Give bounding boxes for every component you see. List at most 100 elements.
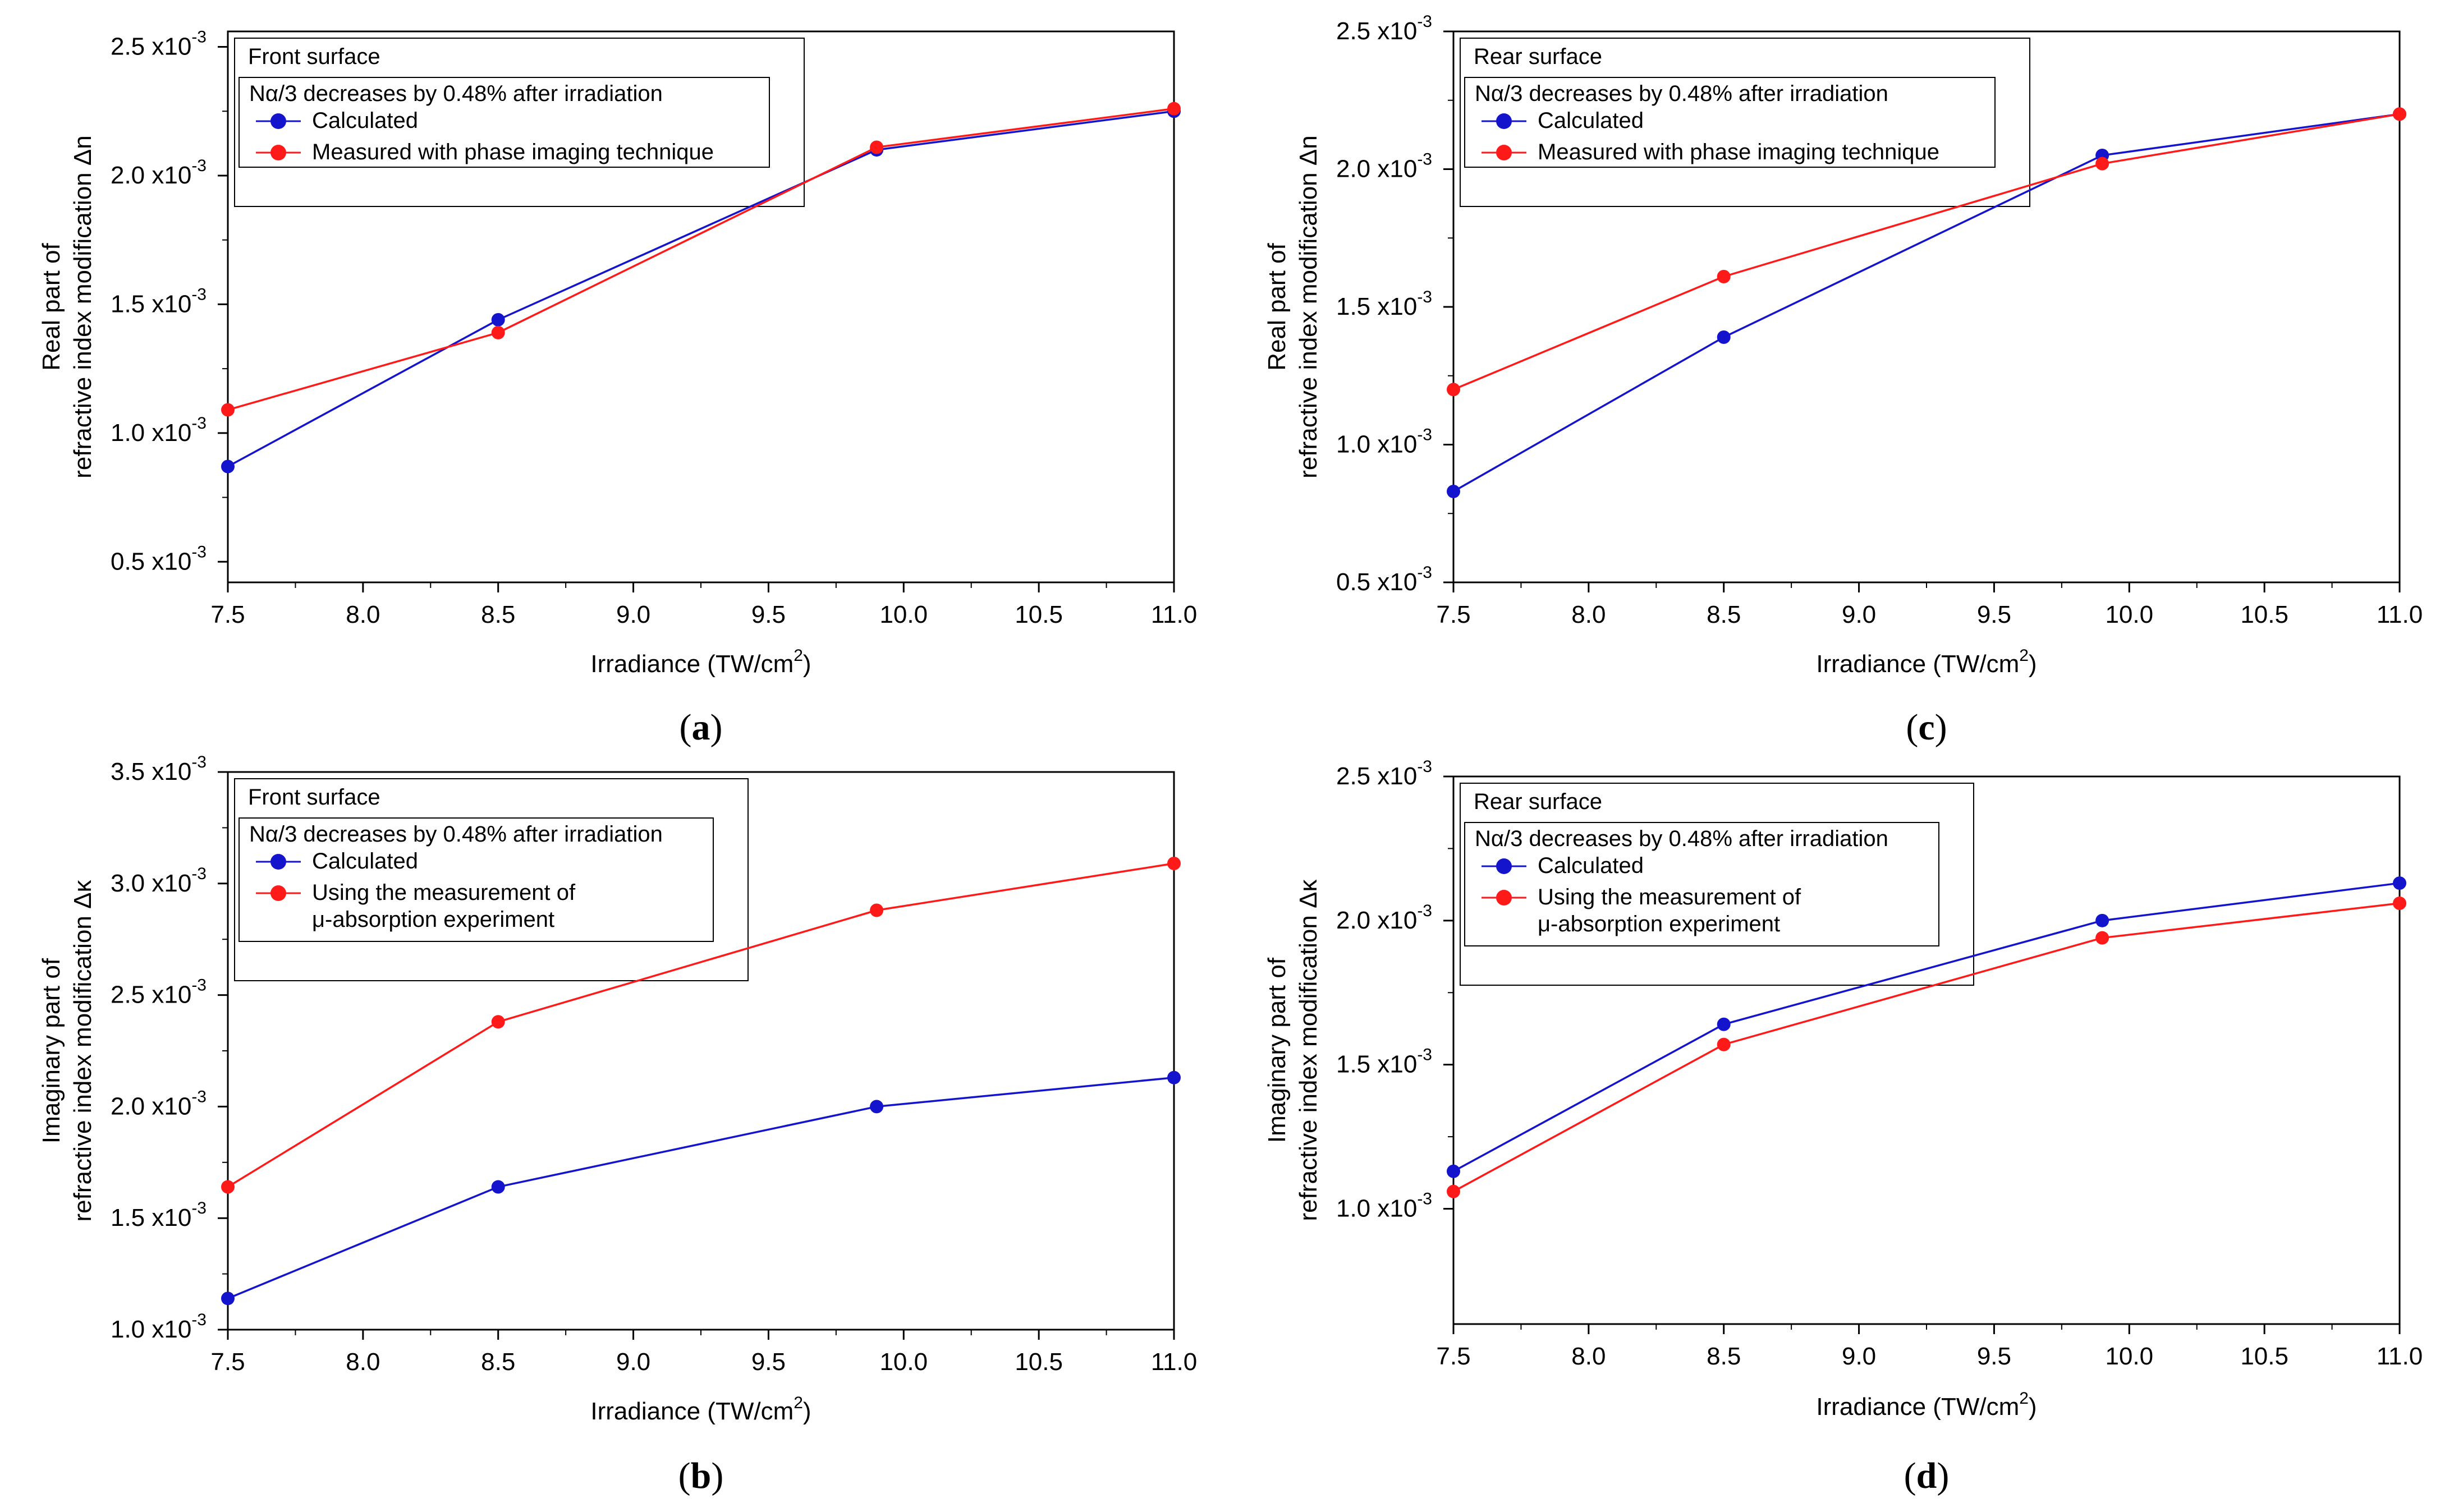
y-axis-title: Real part of refractive index modificatio… [1263,135,1322,478]
data-point-calculated [221,1292,235,1306]
legend-title: Nα/3 decreases by 0.48% after irradiatio… [1475,81,1888,106]
y-tick-label-main: 3.5 x10 [111,758,191,785]
panel-label-open: ( [678,1455,691,1496]
y-tick-label-main: 1.0 x10 [1336,431,1417,458]
series-line-calculated [227,1076,1175,1299]
data-point-measured [1717,1037,1731,1051]
panel-label-close: ) [711,1455,723,1496]
chart-panel-b: 7.5 8.0 8.5 9.0 9.5 10.0 10.5 11.01.0 x10-31.5 … [38,753,1197,1496]
data-point-measured [2095,157,2109,171]
x-tick-label: 8.0 [1571,1343,1606,1370]
panel-label: (b) [678,1455,724,1496]
y-axis-title: Real part of refractive index modificatio… [38,135,97,478]
legend-box [239,77,770,168]
legend-label-measured-line2: μ-absorption experiment [1538,912,1780,936]
y-tick-label: 1.0 x10-3 [1336,426,1432,458]
y-tick-label: 2.0 x10-3 [1336,150,1432,183]
panel-label-close: ) [1935,707,1947,748]
y-tick-label-main: 1.5 x10 [1336,293,1417,320]
x-axis-title-sup: 2 [794,646,803,665]
x-axis-title-main: Irradiance (TW/cm [1816,1393,2019,1421]
y-axis-title-line2: refractive index modification Δκ [1295,879,1322,1221]
legend-label-calculated: Calculated [1538,853,1644,878]
x-axis-title-main: Irradiance (TW/cm [1816,650,2019,678]
y-tick-label-main: 1.5 x10 [111,290,191,318]
x-tick-label: 10.0 [879,601,928,628]
legend-label-measured: Measured with phase imaging technique [1538,140,1939,164]
y-axis-title-line2: refractive index modification Δκ [69,880,97,1222]
chart-panel-c: 7.5 8.0 8.5 9.0 9.5 10.0 10.5 11.00.5 x10-31.0 … [1263,12,2423,748]
data-point-calculated [491,312,505,327]
y-tick-label: 1.5 x10-3 [111,285,207,318]
x-tick-label: 10.5 [1015,1348,1063,1376]
y-tick-label-main: 0.5 x10 [111,548,191,575]
y-axis-title-line1: Real part of [1263,243,1291,371]
y-tick-label-exponent: -3 [1417,150,1432,169]
panel-label-close: ) [1937,1455,1949,1496]
legend-label-measured: Using the measurement of [1538,885,1801,909]
panel-label: (c) [1906,707,1947,748]
y-tick-label-main: 0.5 x10 [1336,568,1417,596]
x-tick-label: 11.0 [1151,1348,1197,1376]
x-tick-label: 7.5 [1436,1343,1470,1370]
panel-label: (d) [1904,1455,1950,1496]
y-axis-title-line1: Imaginary part of [38,958,65,1143]
data-point-calculated [870,1100,884,1114]
x-tick-label: 9.5 [751,1348,786,1376]
legend-box [239,817,714,942]
x-tick-label: 9.0 [1842,1343,1876,1370]
legend-label-calculated: Calculated [1538,108,1644,133]
data-point-measured [2095,931,2109,945]
y-axis-title-line2: refractive index modification Δn [69,135,97,478]
data-point-measured [2393,107,2406,121]
y-tick-label-main: 2.5 x10 [111,981,191,1009]
x-tick-label: 8.5 [481,1348,515,1376]
x-tick-label: 8.5 [1707,601,1741,628]
legend-box [1464,822,1939,946]
x-axis-title-tail: ) [803,650,811,678]
series-line-measured [1453,113,2400,390]
y-axis-title-line1: Real part of [38,243,65,371]
y-tick-label: 1.0 x10-3 [1336,1190,1432,1223]
y-tick-label-exponent: -3 [191,414,207,433]
x-tick-label: 10.0 [2105,601,2153,628]
panel-label-letter: a [692,707,710,748]
data-point-measured [221,1180,235,1194]
legend-title: Nα/3 decreases by 0.48% after irradiatio… [249,822,663,847]
y-tick-label-main: 1.5 x10 [111,1204,191,1231]
surface-label: Rear surface [1474,44,1602,69]
x-tick-label: 9.0 [616,1348,650,1376]
x-tick-label: 7.5 [210,1348,245,1376]
legend-title: Nα/3 decreases by 0.48% after irradiatio… [1475,826,1888,851]
y-tick-label: 1.0 x10-3 [111,1311,207,1343]
series-line-calculated [1453,882,2400,1173]
y-tick-label-main: 1.0 x10 [111,419,191,447]
legend-title: Nα/3 decreases by 0.48% after irradiatio… [249,81,663,106]
x-tick-label: 7.5 [1436,601,1470,628]
data-point-calculated [1717,1017,1731,1031]
y-axis-title-line2: refractive index modification Δn [1295,135,1322,478]
x-axis-title-sup: 2 [2019,1389,2029,1408]
y-tick-label: 1.5 x10-3 [1336,1046,1432,1078]
panel-label-close: ) [710,707,723,748]
data-point-measured [1717,269,1731,283]
x-tick-label: 8.0 [346,601,380,628]
legend-marker-measured [270,885,286,901]
y-tick-label-exponent: -3 [191,753,207,771]
y-tick-label: 1.0 x10-3 [111,414,207,447]
legend-label-measured-line2: μ-absorption experiment [312,907,554,932]
panel-label-letter: c [1918,707,1934,748]
x-tick-label: 9.0 [616,601,650,628]
y-tick-label: 2.0 x10-3 [111,157,207,189]
y-axis-title-line1: Imaginary part of [1263,957,1291,1143]
panel-label-letter: b [691,1455,712,1496]
data-point-measured [2393,897,2406,911]
data-point-measured [870,140,884,154]
x-tick-label: 10.5 [1015,601,1063,628]
x-tick-label: 8.5 [1707,1343,1741,1370]
x-tick-label: 11.0 [2377,1343,2423,1370]
y-tick-label: 0.5 x10-3 [1336,563,1432,596]
y-tick-label: 2.0 x10-3 [1336,902,1432,934]
y-tick-label-exponent: -3 [1417,1190,1432,1208]
legend-label-calculated: Calculated [312,849,418,874]
